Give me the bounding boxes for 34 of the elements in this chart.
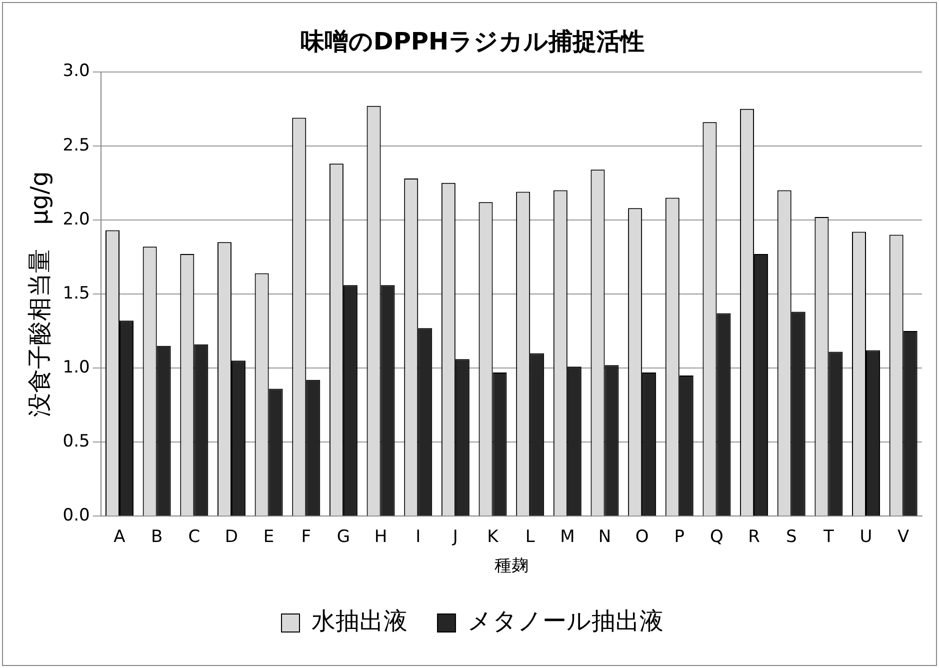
x-axis-title: 種麹	[494, 556, 528, 576]
x-tick-label: S	[786, 526, 797, 547]
x-tick-label: L	[525, 526, 536, 547]
x-tick-label: T	[822, 526, 834, 547]
x-tick-label: J	[452, 526, 458, 547]
x-tick-label: G	[336, 526, 350, 547]
x-tick-label: D	[224, 526, 238, 547]
x-tick-label: B	[150, 526, 163, 547]
x-tick-label: P	[674, 526, 685, 547]
legend-label: メタノール抽出液	[468, 607, 664, 636]
y-tick-label: 3.0	[62, 61, 90, 82]
x-tick-label: K	[487, 526, 500, 547]
y-tick-label: 0.0	[62, 506, 90, 526]
x-tick-label: O	[635, 526, 649, 547]
y-axis-title: 没食子酸相当量 μg/g	[26, 171, 54, 417]
x-tick-label: A	[114, 526, 126, 547]
x-tick-label: U	[860, 526, 872, 547]
chart-title: 味噌のDPPHラジカル捕捉活性	[300, 28, 645, 56]
x-tick-label: E	[263, 526, 274, 547]
x-tick-label: M	[560, 526, 575, 547]
x-tick-label: R	[748, 526, 760, 547]
x-tick-label: C	[188, 526, 200, 547]
y-tick-label: 1.0	[62, 357, 90, 378]
x-tick-label: Q	[710, 526, 724, 547]
x-tick-label: I	[416, 526, 421, 547]
legend-label: 水抽出液	[312, 607, 408, 636]
y-tick-label: 0.5	[62, 432, 90, 452]
x-tick-label: F	[301, 526, 312, 547]
y-tick-label: 1.5	[62, 283, 90, 304]
x-tick-label: H	[374, 526, 388, 547]
x-tick-label: V	[898, 526, 910, 547]
y-tick-label: 2.5	[62, 135, 90, 156]
y-tick-label: 2.0	[62, 209, 90, 230]
x-tick-label: N	[598, 526, 612, 547]
